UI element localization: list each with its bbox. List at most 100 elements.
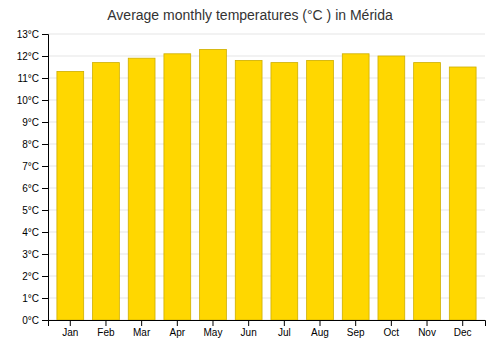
x-tick: Jan [62,320,78,338]
x-tick-label: Nov [418,327,436,338]
x-tick-label: Dec [454,327,472,338]
bar [164,54,191,320]
x-tick: Dec [454,320,472,338]
x-tick-label: Oct [384,327,400,338]
y-tick-label: 10°C [17,95,39,106]
y-axis: 0°C 1°C 2°C 3°C 4°C 5°C 6°C 7°C 8°C 9°C 10°C 11°C 12… [17,29,49,326]
y-tick-mark [42,320,48,321]
x-tick: Jul [278,320,291,338]
bar [200,49,227,320]
bar [128,58,155,320]
y-tick-mark [42,122,48,123]
y-grid-line [48,56,485,57]
x-tick-mark [391,320,392,326]
x-tick-label: Feb [97,327,115,338]
y-tick-label: 5°C [22,205,39,216]
x-tick-mark [248,320,249,326]
x-tick-label: Mar [133,327,151,338]
y-tick-label: 1°C [22,293,39,304]
bars [57,49,476,320]
y-tick-label: 7°C [22,161,39,172]
y-tick-mark [42,144,48,145]
x-tick-label: Apr [170,327,186,338]
bar [271,63,298,320]
x-tick: Apr [170,320,186,338]
y-tick-mark [42,166,48,167]
y-tick: 9°C [22,117,48,128]
x-tick-mark [212,320,213,326]
x-tick-label: Aug [311,327,329,338]
plot-area: 0°C 1°C 2°C 3°C 4°C 5°C 6°C 7°C 8°C 9°C 10°C 11°C 12… [17,29,486,338]
x-tick-mark [70,320,71,326]
bar [57,71,84,320]
y-grid-line [48,34,485,35]
x-tick-label: May [204,327,223,338]
x-tick-mark [105,320,106,326]
y-tick-label: 11°C [17,73,39,84]
y-tick: 0°C [22,315,48,326]
x-tick: Mar [133,320,151,338]
bar [93,63,120,320]
y-tick: 13°C [17,29,48,40]
y-tick-mark [42,56,48,57]
y-tick: 7°C [22,161,48,172]
x-tick-label: Sep [347,327,365,338]
y-tick-label: 12°C [17,51,39,62]
y-tick-label: 0°C [22,315,39,326]
y-tick: 6°C [22,183,48,194]
y-tick-mark [42,78,48,79]
x-tick-label: Jun [241,327,257,338]
x-tick-mark [141,320,142,326]
y-tick: 12°C [17,51,48,62]
y-tick-label: 4°C [22,227,39,238]
y-tick-label: 2°C [22,271,39,282]
y-tick: 10°C [17,95,48,106]
x-tick-mark [177,320,178,326]
bar [378,56,405,320]
bar [235,60,262,320]
y-tick: 4°C [22,227,48,238]
x-tick-label: Jul [278,327,291,338]
y-tick-label: 9°C [22,117,39,128]
x-tick: Jun [241,320,257,338]
y-tick-mark [42,188,48,189]
y-tick-mark [42,34,48,35]
y-tick-mark [42,210,48,211]
x-tick-mark [284,320,285,326]
y-tick-mark [42,232,48,233]
y-tick-mark [42,100,48,101]
x-tick: May [204,320,223,338]
bar [414,63,441,320]
x-tick: Aug [311,320,329,338]
x-tick-label: Jan [62,327,78,338]
y-tick: 11°C [17,73,48,84]
chart-container: Average monthly temperatures (°C ) in Mé… [0,0,500,350]
y-tick-label: 8°C [22,139,39,150]
x-tick-mark [462,320,463,326]
x-axis-line [49,321,486,327]
y-axis-line [42,35,49,321]
x-tick-mark [355,320,356,326]
x-tick-mark [320,320,321,326]
bar [449,67,476,320]
y-tick-mark [42,298,48,299]
x-axis: Jan Feb Mar Apr May Jun Jul Aug Sep Oct Nov Dec [49,320,486,338]
bar [342,54,369,320]
x-tick-mark [427,320,428,326]
y-tick: 5°C [22,205,48,216]
y-tick: 1°C [22,293,48,304]
chart-title: Average monthly temperatures (°C ) in Mé… [107,7,393,23]
grid [48,34,485,320]
x-tick: Oct [384,320,400,338]
y-tick: 2°C [22,271,48,282]
x-tick: Feb [97,320,115,338]
y-tick-label: 6°C [22,183,39,194]
x-tick: Nov [418,320,436,338]
y-tick-label: 3°C [22,249,39,260]
y-tick-mark [42,254,48,255]
x-tick: Sep [347,320,365,338]
y-tick: 3°C [22,249,48,260]
chart-svg: Average monthly temperatures (°C ) in Mé… [0,0,500,350]
y-tick-mark [42,276,48,277]
bar [307,60,334,320]
